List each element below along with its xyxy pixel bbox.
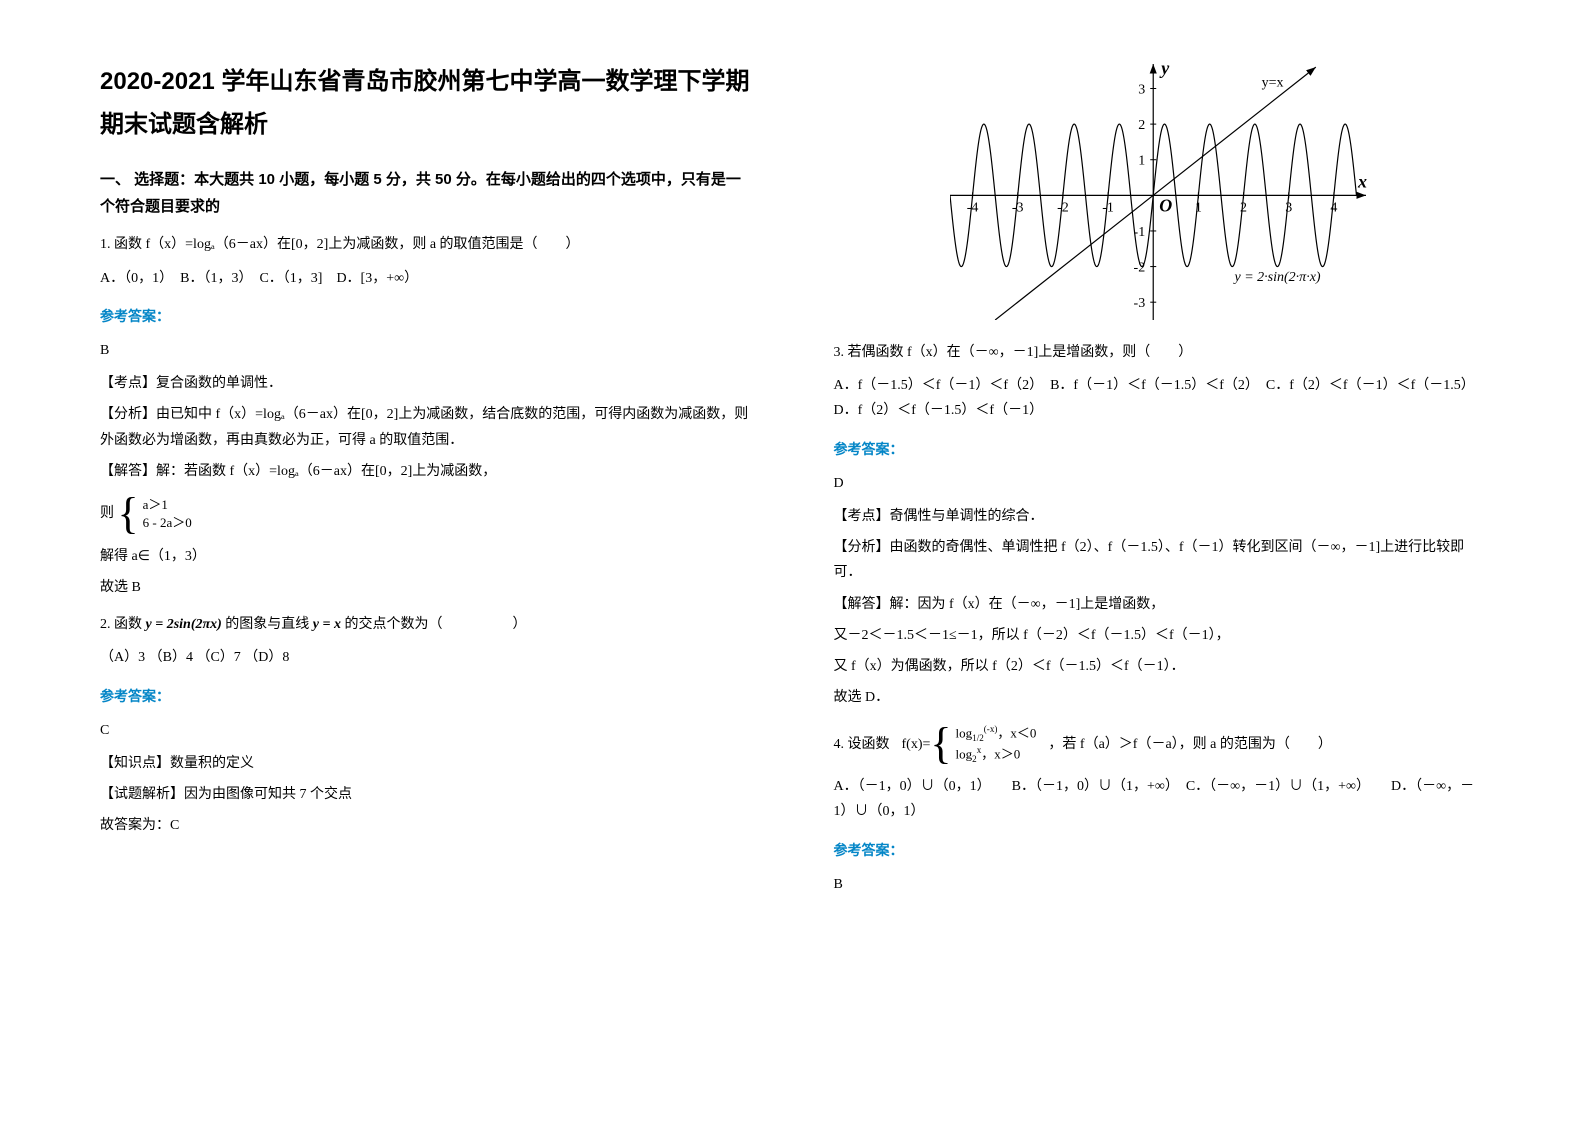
q2-post: 的交点个数为（ ） <box>345 617 527 632</box>
q3-solve3: 又 f（x）为偶函数，所以 f（2）＜f（－1.5）＜f（－1）． <box>834 654 1488 679</box>
q4-answer-label: 参考答案： <box>834 839 1488 864</box>
brace-icon: { <box>930 722 951 766</box>
q3-answer: D <box>834 471 1488 496</box>
q2-mid: 的图象与直线 <box>225 617 309 632</box>
q2-pre: 2. 函数 <box>100 617 142 632</box>
svg-text:-3: -3 <box>1012 200 1024 215</box>
svg-text:2: 2 <box>1240 200 1247 215</box>
q4-piece1: log1/2(-x)，x＜0 <box>956 723 1037 745</box>
svg-text:O: O <box>1159 195 1172 215</box>
svg-text:y: y <box>1159 60 1170 78</box>
svg-text:3: 3 <box>1285 200 1292 215</box>
q2-analysis: 【试题解析】因为由图像可知共 7 个交点 <box>100 782 754 807</box>
q1-analysis: 【分析】由已知中 f（x）=logₐ（6－ax）在[0，2]上为减函数，结合底数… <box>100 402 754 452</box>
q3-solve4: 故选 D． <box>834 685 1488 710</box>
q2-point: 【知识点】数量积的定义 <box>100 751 754 776</box>
q3-analysis: 【分析】由函数的奇偶性、单调性把 f（2）、f（－1.5）、f（－1）转化到区间… <box>834 535 1488 585</box>
svg-text:-3: -3 <box>1134 296 1146 311</box>
svg-text:y=x: y=x <box>1262 75 1284 90</box>
svg-text:-2: -2 <box>1057 200 1069 215</box>
q1-options: A．（0，1） B．（1，3） C．（1，3] D．[3，+∞） <box>100 266 754 291</box>
q4-text: 4. 设函数 f(x)= { log1/2(-x)，x＜0 log2x，x＞0 … <box>834 722 1488 766</box>
q1-answer-label: 参考答案： <box>100 305 754 330</box>
q4-pre: 4. 设函数 <box>834 732 890 757</box>
sine-chart: -4-3-2-11234-3-2-1123xyOy=xy = 2·sin(2·π… <box>950 60 1370 320</box>
q4-fx: f(x)= <box>902 732 931 757</box>
svg-text:x: x <box>1357 171 1367 191</box>
q1-text: 1. 函数 f（x）=logₐ（6－ax）在[0，2]上为减函数，则 a 的取值… <box>100 232 754 257</box>
q2-solve: 故答案为：C <box>100 813 754 838</box>
svg-text:3: 3 <box>1138 82 1145 97</box>
q4-post: ，若 f（a）＞f（－a），则 a 的范围为（ ） <box>1048 732 1331 757</box>
q1-solve1: 【解答】解：若函数 f（x）=logₐ（6－ax）在[0，2]上为减函数， <box>100 459 754 484</box>
brace-icon: { <box>118 492 139 536</box>
q1-solve4: 故选 B <box>100 575 754 600</box>
q2-formula2: y = x <box>313 617 341 632</box>
q1-solve3: 解得 a∈（1，3） <box>100 544 754 569</box>
q3-text: 3. 若偶函数 f（x）在（－∞，－1]上是增函数，则（ ） <box>834 340 1488 365</box>
q3-answer-label: 参考答案： <box>834 438 1488 463</box>
svg-text:-1: -1 <box>1102 200 1114 215</box>
q2-options: （A）3 （B）4 （C）7 （D）8 <box>100 645 754 670</box>
q1-point: 【考点】复合函数的单调性． <box>100 371 754 396</box>
q2-answer-label: 参考答案： <box>100 685 754 710</box>
svg-text:2: 2 <box>1138 118 1145 133</box>
q3-solve1: 【解答】解：因为 f（x）在（－∞，－1]上是增函数， <box>834 592 1488 617</box>
q2-answer: C <box>100 718 754 743</box>
svg-text:1: 1 <box>1195 200 1202 215</box>
svg-text:1: 1 <box>1138 154 1145 169</box>
q1-solve2-pre: 则 <box>100 506 114 521</box>
svg-text:-4: -4 <box>967 200 979 215</box>
chart-svg: -4-3-2-11234-3-2-1123xyOy=xy = 2·sin(2·π… <box>950 60 1370 320</box>
q4-answer: B <box>834 872 1488 897</box>
section-header: 一、 选择题：本大题共 10 小题，每小题 5 分，共 50 分。在每小题给出的… <box>100 166 754 220</box>
q4-options: A．（－1，0）∪（0，1） B．（－1，0）∪（1，+∞） C．（－∞，－1）… <box>834 774 1488 824</box>
page-title: 2020-2021 学年山东省青岛市胶州第七中学高一数学理下学期期末试题含解析 <box>100 60 754 146</box>
q1-brace: 则 { a＞1 6 - 2a＞0 <box>100 492 754 536</box>
q1-brace-top: a＞1 <box>143 496 192 514</box>
q3-solve2: 又－2＜－1.5＜－1≤－1，所以 f（－2）＜f（－1.5）＜f（－1）， <box>834 623 1488 648</box>
svg-text:y = 2·sin(2·π·x): y = 2·sin(2·π·x) <box>1233 270 1321 285</box>
q3-point: 【考点】奇偶性与单调性的综合． <box>834 504 1488 529</box>
q3-options: A．f（－1.5）＜f（－1）＜f（2） B．f（－1）＜f（－1.5）＜f（2… <box>834 373 1488 423</box>
q4-piece2: log2x，x＞0 <box>956 744 1037 766</box>
q1-brace-bot: 6 - 2a＞0 <box>143 514 192 532</box>
svg-text:4: 4 <box>1331 200 1338 215</box>
q2-formula: y = 2sin(2πx) <box>146 617 222 632</box>
q1-answer: B <box>100 338 754 363</box>
q2-text: 2. 函数 y = 2sin(2πx) 的图象与直线 y = x 的交点个数为（… <box>100 612 754 637</box>
